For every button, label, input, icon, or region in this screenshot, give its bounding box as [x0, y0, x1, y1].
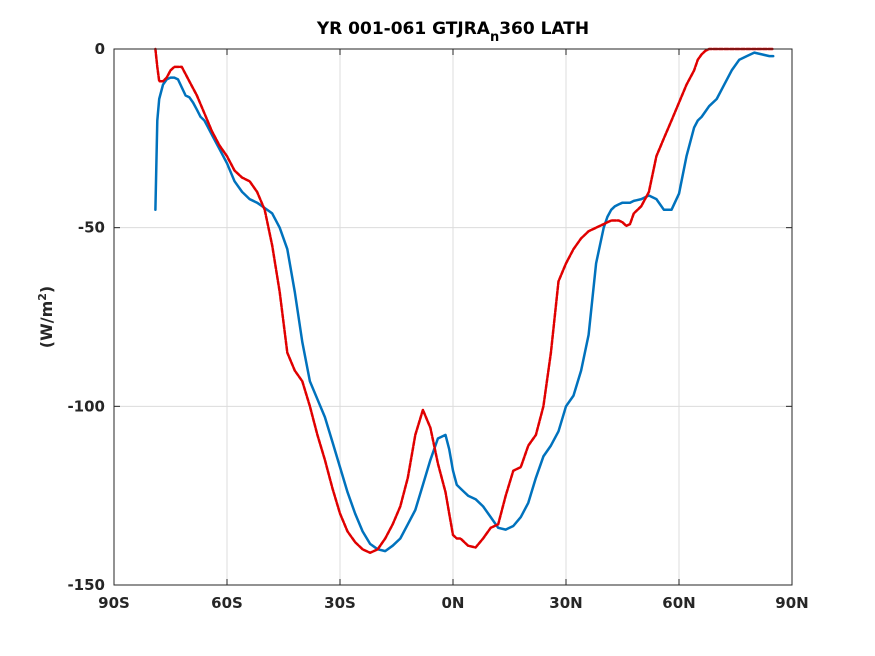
x-tick-label: 90N	[775, 594, 808, 612]
chart-title: YR 001-061 GTJRAn360 LATH	[316, 19, 589, 45]
x-tick-label: 60S	[211, 594, 243, 612]
axis-ticks: 90S 60S 30S 0N 30N 60N 90N 0 -50 -100 -150	[67, 40, 808, 612]
y-axis-label: (W/m2)	[36, 286, 56, 348]
series-line-1	[154, 51, 775, 553]
x-tick-label: 60N	[662, 594, 695, 612]
y-axis-label-prefix: (W/m	[37, 301, 56, 348]
plot-series	[154, 47, 775, 555]
y-tick-label: -150	[67, 576, 105, 594]
y-tick-label: 0	[95, 40, 105, 58]
chart-title-main: YR 001-061 GTJRA	[316, 19, 491, 39]
y-tick-label: -100	[67, 397, 105, 415]
y-axis-label-superscript: 2	[36, 293, 49, 301]
x-tick-label: 30S	[324, 594, 356, 612]
x-tick-label: 30N	[549, 594, 582, 612]
x-tick-label: 0N	[442, 594, 465, 612]
chart-title-subscript: n	[490, 30, 499, 45]
x-tick-label: 90S	[98, 594, 130, 612]
series-line-2	[154, 47, 775, 555]
y-axis-label-suffix: )	[37, 286, 56, 293]
chart-title-suffix: 360 LATH	[499, 19, 589, 39]
y-tick-label: -50	[78, 219, 105, 237]
